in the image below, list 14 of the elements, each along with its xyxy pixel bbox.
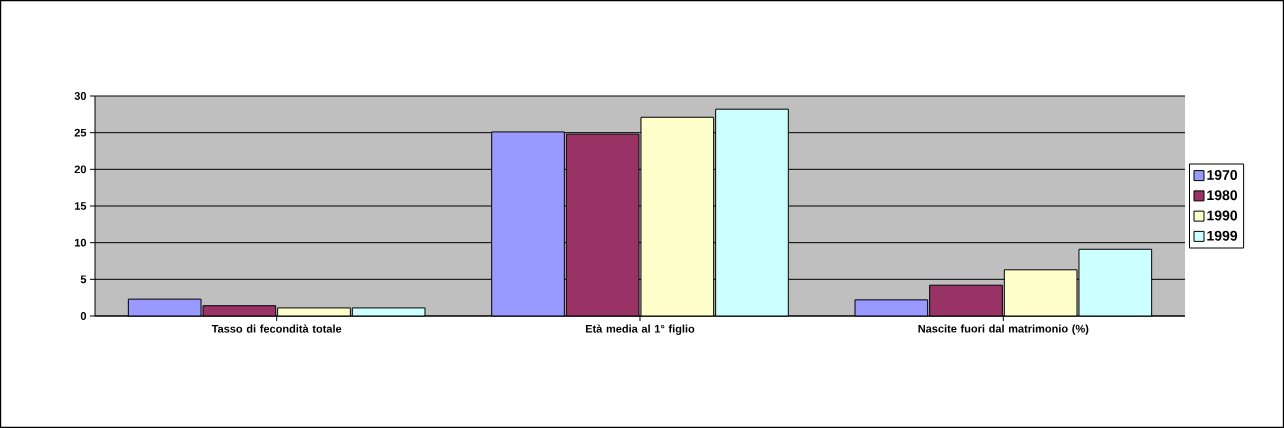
y-tick-label: 20 xyxy=(74,165,87,174)
y-tick-label: 10 xyxy=(74,238,87,247)
legend-label: 1990 xyxy=(1207,210,1238,221)
x-tick-label: Tasso di fecondità totale xyxy=(211,324,342,333)
legend-label: 1980 xyxy=(1207,190,1238,201)
legend-label: 1999 xyxy=(1207,230,1238,241)
y-tick-label: 25 xyxy=(74,128,87,137)
y-tick-label: 15 xyxy=(74,202,87,210)
y-tick-label: 5 xyxy=(80,275,87,284)
x-tick-label: Età media al 1° figlio xyxy=(585,324,695,335)
y-tick-label: 0 xyxy=(80,312,87,320)
legend-label: 1970 xyxy=(1207,169,1238,180)
y-tick-label: 30 xyxy=(74,92,87,100)
x-tick-label: Nascite fuori dal matrimonio (%) xyxy=(918,324,1089,335)
